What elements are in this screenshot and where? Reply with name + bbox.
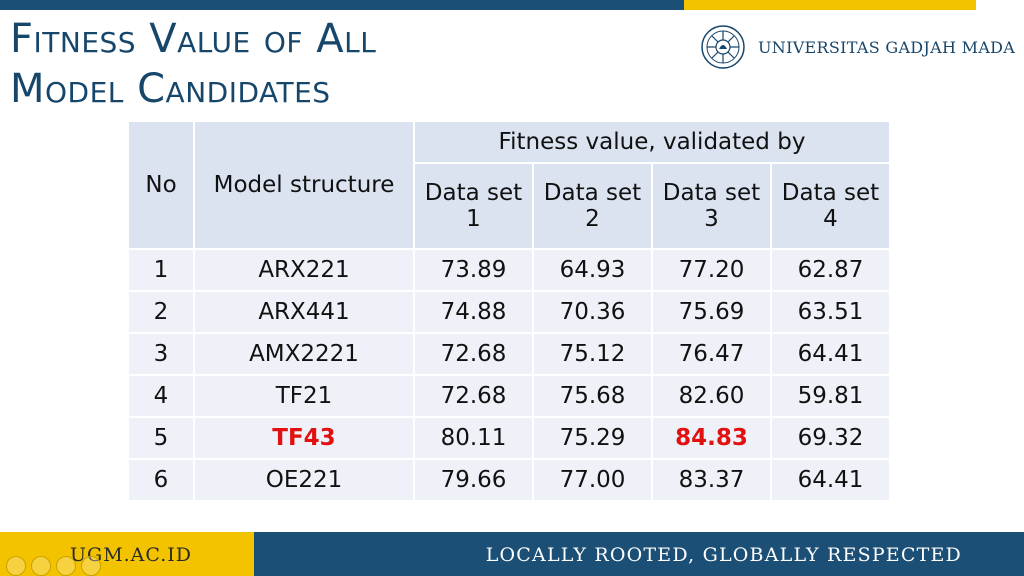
cell-no: 1 xyxy=(129,250,193,290)
cell-model: ARX221 xyxy=(195,250,413,290)
footer-slogan: LOCALLY ROOTED, GLOBALLY RESPECTED xyxy=(485,544,962,566)
university-logo: UNIVERSITAS GADJAH MADA xyxy=(700,24,1015,70)
cell-value: 75.29 xyxy=(534,418,651,458)
cell-model: AMX2221 xyxy=(195,334,413,374)
cell-value: 59.81 xyxy=(772,376,889,416)
cell-model: ARX441 xyxy=(195,292,413,332)
table-row: 6 OE221 79.66 77.00 83.37 64.41 xyxy=(129,460,889,500)
cell-no: 5 xyxy=(129,418,193,458)
header-data-set-2: Data set 2 xyxy=(534,164,651,248)
cell-value: 83.37 xyxy=(653,460,770,500)
cell-value: 73.89 xyxy=(415,250,532,290)
cell-no: 6 xyxy=(129,460,193,500)
table-row: 1 ARX221 73.89 64.93 77.20 62.87 xyxy=(129,250,889,290)
cell-value: 82.60 xyxy=(653,376,770,416)
slideshow-nav xyxy=(6,556,101,576)
cell-value: 74.88 xyxy=(415,292,532,332)
cell-value: 75.12 xyxy=(534,334,651,374)
cell-value: 72.68 xyxy=(415,376,532,416)
cell-value: 75.69 xyxy=(653,292,770,332)
cell-no: 2 xyxy=(129,292,193,332)
cell-value: 72.68 xyxy=(415,334,532,374)
footer-website: UGM.AC.ID xyxy=(70,544,193,566)
slide-title-line1: Fitness Value of All xyxy=(10,16,377,62)
table-row: 5 TF43 80.11 75.29 84.83 69.32 xyxy=(129,418,889,458)
cell-value: 63.51 xyxy=(772,292,889,332)
cell-value: 79.66 xyxy=(415,460,532,500)
cell-value: 70.36 xyxy=(534,292,651,332)
nav-menu-icon[interactable] xyxy=(56,556,76,576)
ugm-logo-icon xyxy=(701,25,745,69)
footer-bar-blue xyxy=(254,532,1024,576)
header-data-set-1: Data set 1 xyxy=(415,164,532,248)
header-fitness-value: Fitness value, validated by xyxy=(415,122,889,162)
table-row: 4 TF21 72.68 75.68 82.60 59.81 xyxy=(129,376,889,416)
cell-model-highlighted: TF43 xyxy=(195,418,413,458)
slide-title: Fitness Value of All Model Candidates xyxy=(10,14,376,114)
nav-zoom-icon[interactable] xyxy=(81,556,101,576)
cell-value: 75.68 xyxy=(534,376,651,416)
header-model-structure: Model structure xyxy=(195,122,413,248)
slide-title-line2: Model Candidates xyxy=(10,66,331,112)
cell-value: 76.47 xyxy=(653,334,770,374)
cell-value: 77.20 xyxy=(653,250,770,290)
nav-prev-icon[interactable] xyxy=(6,556,26,576)
cell-value-highlighted: 84.83 xyxy=(653,418,770,458)
cell-model: TF21 xyxy=(195,376,413,416)
nav-next-icon[interactable] xyxy=(31,556,51,576)
cell-no: 3 xyxy=(129,334,193,374)
cell-value: 77.00 xyxy=(534,460,651,500)
cell-model: OE221 xyxy=(195,460,413,500)
top-accent-bar-blue xyxy=(0,0,684,10)
cell-value: 62.87 xyxy=(772,250,889,290)
header-no: No xyxy=(129,122,193,248)
header-data-set-4: Data set 4 xyxy=(772,164,889,248)
cell-value: 64.41 xyxy=(772,460,889,500)
university-name: UNIVERSITAS GADJAH MADA xyxy=(758,37,1016,57)
top-accent-bar-yellow xyxy=(684,0,976,10)
fitness-table: No Model structure Fitness value, valida… xyxy=(127,120,891,502)
cell-value: 64.93 xyxy=(534,250,651,290)
header-data-set-3: Data set 3 xyxy=(653,164,770,248)
cell-value: 80.11 xyxy=(415,418,532,458)
cell-no: 4 xyxy=(129,376,193,416)
table-row: 3 AMX2221 72.68 75.12 76.47 64.41 xyxy=(129,334,889,374)
cell-value: 64.41 xyxy=(772,334,889,374)
cell-value: 69.32 xyxy=(772,418,889,458)
table-row: 2 ARX441 74.88 70.36 75.69 63.51 xyxy=(129,292,889,332)
